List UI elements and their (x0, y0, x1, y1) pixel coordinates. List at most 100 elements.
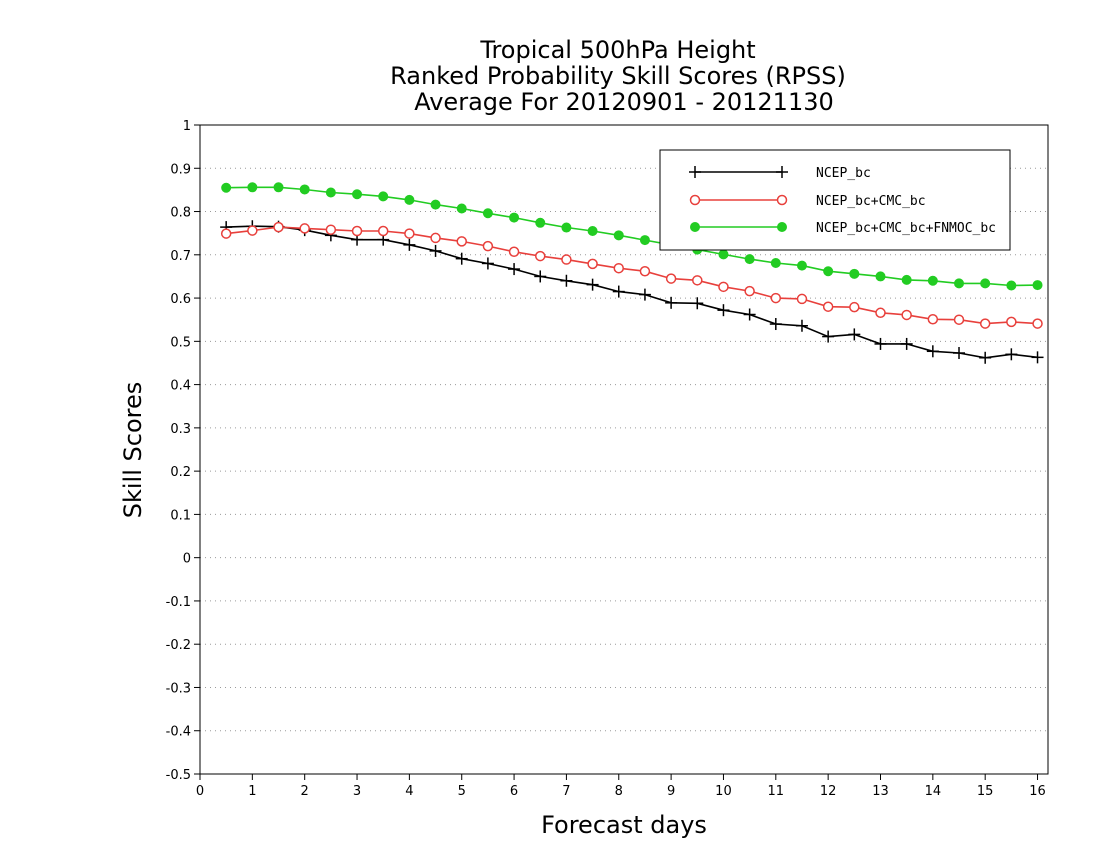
series-ncep-bc-point (638, 288, 651, 301)
series-ncep-bc-cmc-bc-fnmoc-bc-point (378, 191, 389, 202)
title-line-3: Average For 20120901 - 20121130 (414, 88, 834, 116)
series-ncep-bc-cmc-bc-point (875, 307, 886, 319)
series-ncep-bc-point (795, 319, 808, 332)
x-tick-label: 15 (977, 784, 994, 799)
series-ncep-bc-cmc-bc-fnmoc-bc-point (875, 271, 886, 282)
title-line-1: Tropical 500hPa Height (479, 36, 755, 64)
series-ncep-bc-cmc-bc-point (901, 309, 912, 321)
series-ncep-bc-cmc-bc-fnmoc-bc-point (456, 203, 467, 214)
x-axis-label: Forecast days (541, 811, 707, 839)
y-tick-label: -0.4 (166, 725, 191, 740)
series-ncep-bc-cmc-bc-fnmoc-bc-point (561, 222, 572, 233)
series-ncep-bc-cmc-bc-fnmoc-bc-point (770, 258, 781, 269)
legend-ncep-bc-point (776, 166, 788, 178)
y-tick-label: 1 (183, 119, 191, 134)
series-ncep-bc-cmc-bc-fnmoc-bc-point (901, 274, 912, 285)
x-tick-label: 6 (510, 784, 518, 799)
series-ncep-bc-point (455, 252, 468, 265)
y-tick-label: -0.2 (166, 638, 191, 653)
y-tick-label: -0.3 (166, 681, 191, 696)
x-tick-label: 8 (615, 784, 623, 799)
series-ncep-bc-cmc-bc-point (430, 232, 441, 244)
series-ncep-bc-point (1031, 351, 1044, 364)
y-axis-label: Skill Scores (119, 382, 147, 519)
legend-ncep-bc-cmc-bc-fnmoc-bc-label: NCEP_bc+CMC_bc+FNMOC_bc (816, 221, 996, 236)
series-ncep-bc-cmc-bc-point (587, 258, 598, 270)
x-tick-label: 16 (1029, 784, 1046, 799)
series-ncep-bc-cmc-bc-point (508, 246, 520, 258)
y-tick-label: 0.9 (170, 162, 191, 177)
series-ncep-bc-cmc-bc-fnmoc-bc-point (430, 199, 441, 210)
series-ncep-bc-cmc-bc-point (849, 301, 860, 313)
series-ncep-bc-cmc-bc-point (534, 250, 546, 262)
series-ncep-bc-cmc-bc-fnmoc-bc-point (509, 212, 520, 223)
series-ncep-bc-point (979, 351, 992, 364)
y-tick-label: 0.7 (170, 249, 191, 264)
series-ncep-bc-cmc-bc-point (325, 224, 337, 235)
chart-title: Tropical 500hPa Height Ranked Probabilit… (390, 36, 846, 116)
series-ncep-bc-cmc-bc-fnmoc-bc-point (980, 278, 991, 289)
series-ncep-bc-cmc-bc-point (796, 293, 808, 305)
x-tick-label: 1 (248, 784, 256, 799)
legend-ncep-bc: NCEP_bc (689, 166, 871, 181)
x-tick-label: 3 (353, 784, 361, 799)
series-ncep-bc-point (769, 318, 782, 331)
series-ncep-bc-point (534, 270, 547, 283)
series-ncep-bc-cmc-bc-fnmoc-bc-point (299, 184, 310, 195)
plot-frame (199, 124, 1049, 775)
gridlines (200, 167, 1048, 732)
series-ncep-bc-cmc-bc-point (770, 292, 782, 304)
series-ncep-bc-cmc-bc-point (979, 318, 991, 329)
title-line-2: Ranked Probability Skill Scores (RPSS) (390, 62, 846, 90)
series-ncep-bc-cmc-bc-point (404, 228, 415, 239)
series-ncep-bc-point (926, 345, 939, 358)
series-ncep-bc-point (848, 328, 861, 341)
series-ncep-bc-cmc-bc-point (220, 228, 232, 239)
legend-ncep-bc-cmc-bc-fnmoc-bc-point (777, 222, 787, 232)
series-ncep-bc-cmc-bc-fnmoc-bc-point (247, 182, 258, 193)
series-ncep-bc-cmc-bc-point (639, 265, 651, 277)
series-ncep-bc-cmc-bc-point (351, 225, 363, 237)
series-ncep-bc-cmc-bc-fnmoc-bc-point (796, 260, 807, 271)
series-ncep-bc-cmc-bc-fnmoc-bc-point (535, 217, 546, 228)
series-ncep-bc-cmc-bc-point (953, 314, 965, 325)
series-ncep-bc-cmc-bc-point (744, 285, 755, 297)
y-tick-label: 0.3 (170, 422, 191, 437)
series-ncep-bc-cmc-bc-fnmoc-bc-point (221, 182, 232, 193)
x-tick-label: 2 (301, 784, 309, 799)
y-tick-label: 0.1 (170, 508, 191, 523)
series-ncep-bc-cmc-bc-fnmoc-bc-point (823, 266, 834, 277)
series-ncep-bc-cmc-bc-fnmoc-bc-point (587, 226, 598, 237)
series-ncep-bc-point (717, 304, 730, 317)
legend-ncep-bc-label: NCEP_bc (816, 166, 871, 181)
series-ncep-bc-cmc-bc-fnmoc-bc-point (718, 249, 729, 260)
series-ncep-bc-cmc-bc-fnmoc-bc-point (744, 254, 755, 265)
series-ncep-bc-cmc-bc-fnmoc-bc-point (954, 278, 965, 289)
series-ncep-bc-point (953, 347, 966, 360)
series-ncep-bc-cmc-bc-fnmoc-bc-point (325, 187, 336, 198)
series-ncep-bc-point (429, 244, 442, 257)
x-tick-label: 5 (458, 784, 466, 799)
series-ncep-bc-cmc-bc-point (247, 225, 258, 236)
series-ncep-bc-point (481, 257, 494, 270)
series-ncep-bc-point (900, 337, 913, 350)
series-ncep-bc-point (822, 330, 835, 343)
series-ncep-bc-point (403, 238, 416, 251)
x-tick-label: 13 (872, 784, 889, 799)
legend-ncep-bc-cmc-bc-point (776, 194, 788, 206)
series-ncep-bc-point (508, 263, 521, 276)
series-ncep-bc-point (743, 308, 756, 321)
series-ncep-bc-point (586, 278, 599, 291)
series-ncep-bc-point (612, 285, 625, 298)
y-axis-ticks: 1 0.9 0.8 0.7 0.6 0.5 0.4 0.3 0.2 0.1 0 -0.1 -0.2 -0.… (166, 119, 200, 783)
series-ncep-bc-cmc-bc-fnmoc-bc-point (849, 268, 860, 279)
x-tick-label: 14 (925, 784, 942, 799)
legend-ncep-bc-cmc-bc: NCEP_bc+CMC_bc (689, 194, 926, 209)
series-ncep-bc-cmc-bc-point (377, 225, 389, 237)
y-tick-label: 0.8 (170, 206, 191, 221)
series-ncep-bc-cmc-bc-point (482, 240, 494, 252)
series-ncep-bc-cmc-bc-fnmoc-bc-point (1006, 280, 1017, 291)
series-ncep-bc-cmc-bc-point (273, 221, 284, 233)
y-tick-label: 0.6 (170, 292, 191, 307)
series-ncep-bc-cmc-bc-point (456, 236, 467, 247)
